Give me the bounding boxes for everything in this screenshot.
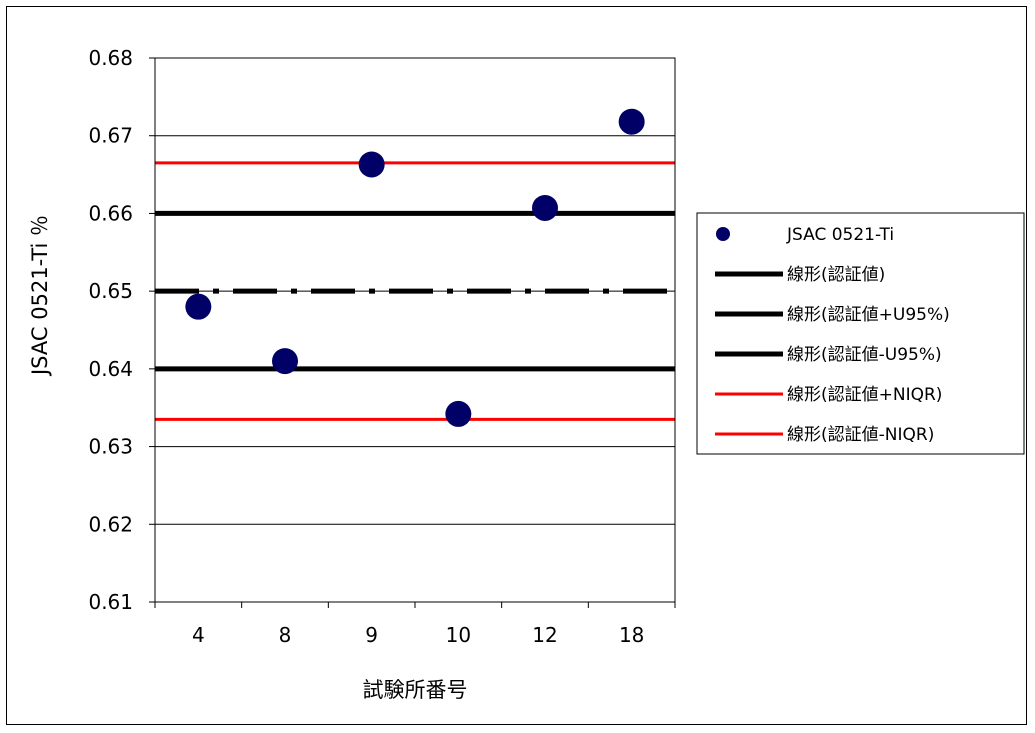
y-tick-label: 0.65 [88,279,133,303]
legend-marker-point [716,227,730,241]
x-axis-ticks [154,602,676,608]
data-point [532,194,558,221]
x-tick-label: 10 [446,623,471,647]
y-axis-label: JSAC 0521-Ti ％ [28,215,52,377]
legend-entry-label: 線形(認証値+U95%) [787,305,950,325]
y-tick-label: 0.63 [88,435,133,459]
legend-entry-label: JSAC 0521-Ti [786,225,894,245]
legend-entry-label: 線形(認証値) [787,265,885,285]
data-point [445,400,472,427]
plot-area-border [154,57,676,603]
data-point [618,108,645,135]
chart-frame: 0.61 0.62 0.63 0.64 0.65 0.66 0.67 0.68 4 8 9 10 12… [6,6,1027,725]
data-point [185,293,212,320]
data-point [272,348,298,375]
y-tick-label: 0.61 [88,590,133,614]
x-tick-label: 8 [279,623,292,647]
grid-lines [149,57,675,603]
y-tick-label: 0.62 [88,512,133,536]
y-tick-label: 0.64 [88,357,133,381]
reference-lines [155,161,675,421]
legend-entry-label: 線形(認証値-U95%) [787,345,942,365]
data-points [185,108,645,427]
y-tick-label: 0.66 [88,201,133,225]
x-tick-labels: 4 8 9 10 12 18 [192,623,644,647]
x-axis-label: 試験所番号 [363,678,468,702]
legend-entry-label: 線形(認証値+NIQR) [787,385,942,405]
y-tick-labels: 0.61 0.62 0.63 0.64 0.65 0.66 0.67 0.68 [88,46,133,614]
data-point [358,151,385,178]
y-tick-label: 0.68 [88,46,133,70]
legend-entry-label: 線形(認証値-NIQR) [787,425,934,445]
x-tick-label: 4 [192,623,205,647]
legend: JSAC 0521-Ti 線形(認証値) 線形(認証値+U95%) 線形(認証値-U9… [696,212,1025,455]
y-tick-label: 0.67 [88,124,133,148]
chart-svg: 0.61 0.62 0.63 0.64 0.65 0.66 0.67 0.68 4 8 9 10 12… [28,46,1025,702]
x-tick-label: 9 [365,623,378,647]
x-tick-label: 18 [619,623,644,647]
legend-box [696,212,1025,455]
x-tick-label: 12 [532,623,557,647]
